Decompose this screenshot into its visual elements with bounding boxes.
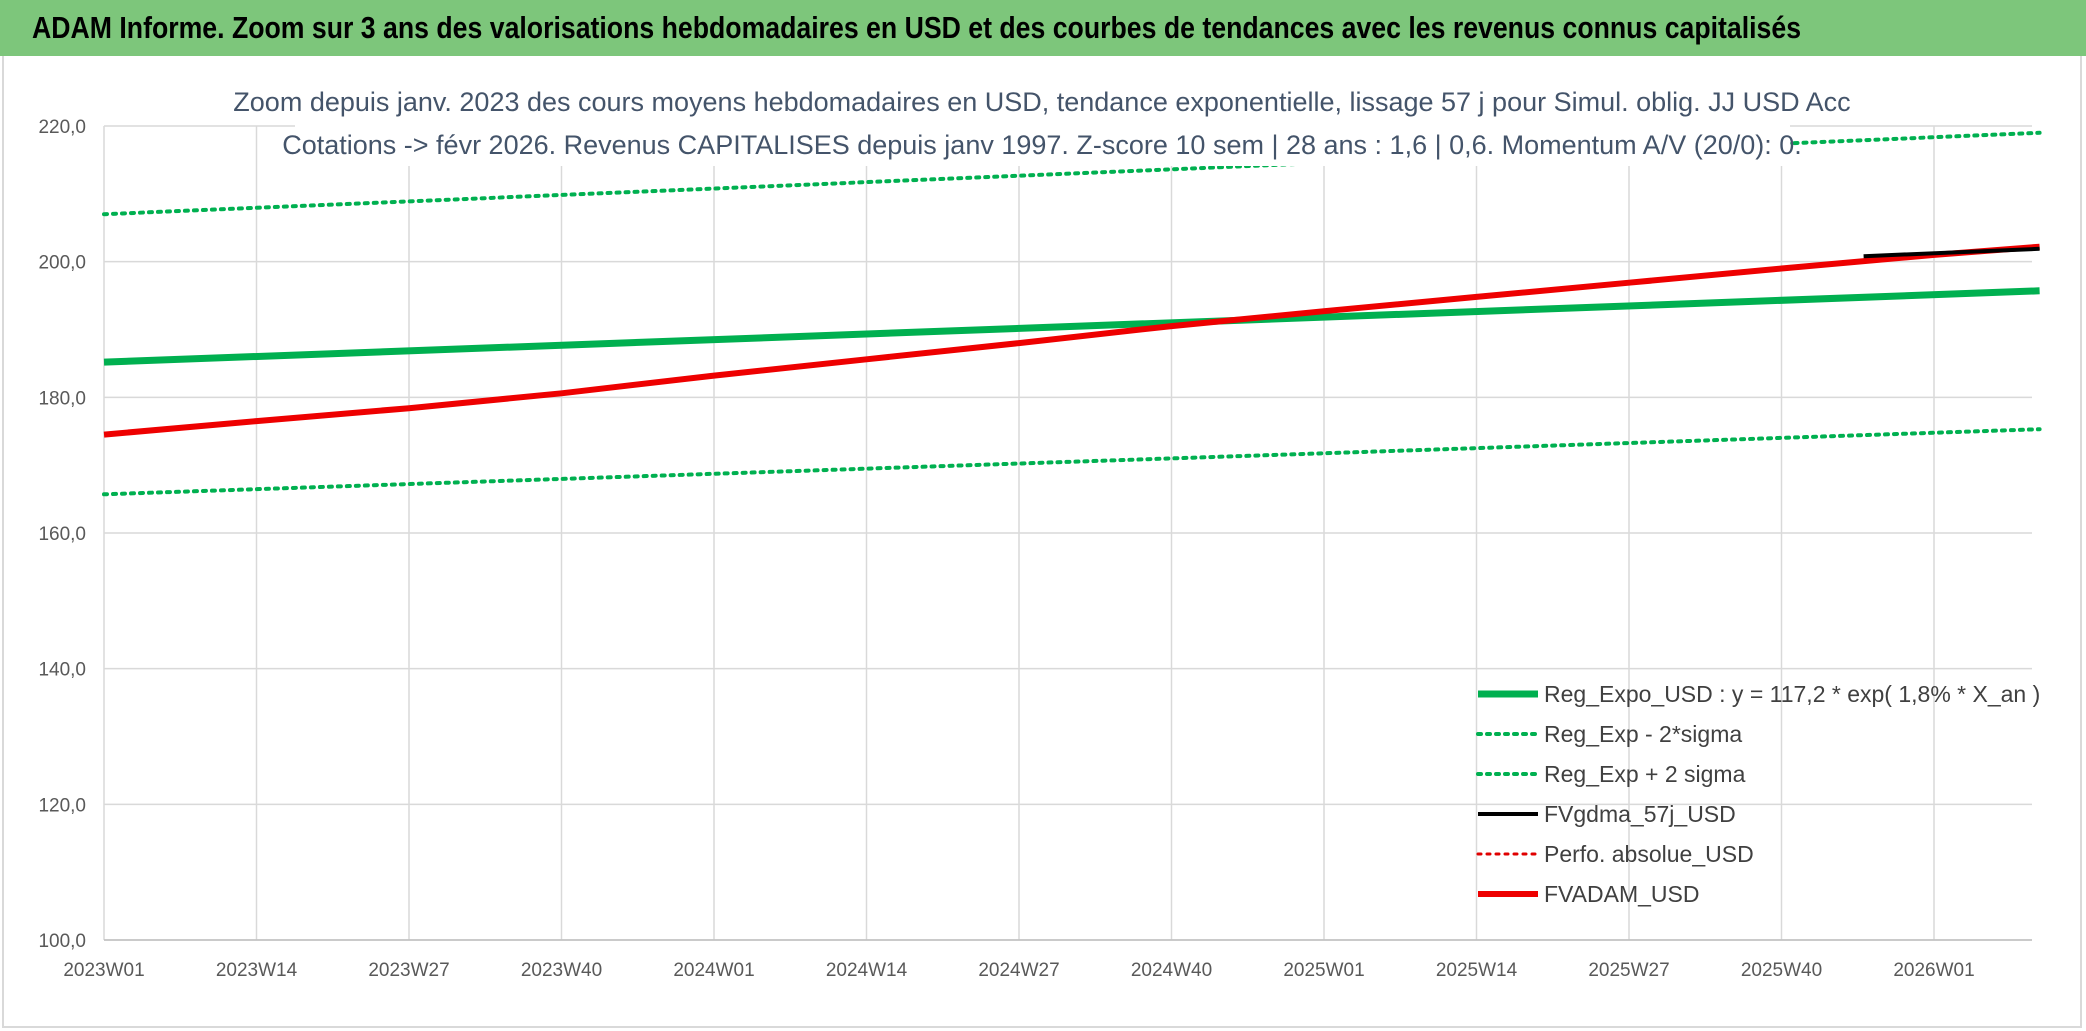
legend-label: Reg_Exp - 2*sigma bbox=[1544, 721, 1742, 747]
legend-label: Perfo. absolue_USD bbox=[1544, 841, 1754, 867]
x-tick-label: 2025W27 bbox=[1588, 960, 1669, 981]
y-tick-label: 180,0 bbox=[38, 388, 86, 409]
legend-label: FVgdma_57j_USD bbox=[1544, 801, 1736, 827]
x-tick-label: 2024W01 bbox=[673, 960, 754, 981]
chart-title-line2: Cotations -> févr 2026. Revenus CAPITALI… bbox=[282, 130, 1802, 160]
x-tick-label: 2023W40 bbox=[521, 960, 602, 981]
x-tick-label: 2023W14 bbox=[216, 960, 298, 981]
x-tick-label: 2023W01 bbox=[63, 960, 144, 981]
series-line-0 bbox=[103, 287, 2040, 366]
legend: Reg_Expo_USD : y = 117,2 * exp( 1,8% * X… bbox=[1476, 681, 2040, 907]
y-tick-label: 200,0 bbox=[38, 253, 86, 274]
report-banner: ADAM Informe. Zoom sur 3 ans des valoris… bbox=[0, 0, 2086, 56]
y-tick-label: 160,0 bbox=[38, 524, 86, 545]
x-tick-label: 2025W40 bbox=[1741, 960, 1822, 981]
series-line-3 bbox=[1863, 246, 2040, 259]
x-tick-label: 2025W14 bbox=[1436, 960, 1518, 981]
x-tick-label: 2024W27 bbox=[978, 960, 1059, 981]
y-tick-label: 140,0 bbox=[38, 660, 86, 681]
series-line-1 bbox=[102, 427, 2042, 497]
y-tick-label: 100,0 bbox=[38, 931, 86, 952]
x-tick-label: 2024W14 bbox=[826, 960, 908, 981]
legend-label: FVADAM_USD bbox=[1544, 881, 1700, 907]
title-background bbox=[295, 78, 1790, 166]
x-tick-label: 2024W40 bbox=[1131, 960, 1212, 981]
legend-label: Reg_Expo_USD : y = 117,2 * exp( 1,8% * X… bbox=[1544, 681, 2040, 707]
x-tick-label: 2023W27 bbox=[368, 960, 449, 981]
series-group bbox=[102, 130, 2042, 497]
chart-frame bbox=[2, 56, 2082, 1028]
y-tick-label: 220,0 bbox=[38, 117, 86, 138]
x-tick-label: 2026W01 bbox=[1893, 960, 1974, 981]
axes: 100,0 120,0 140,0 160,0 180,0 200,0 220,0 2023W… bbox=[38, 117, 2032, 981]
report-title: ADAM Informe. Zoom sur 3 ans des valoris… bbox=[32, 10, 1802, 45]
chart-title-block: Zoom depuis janv. 2023 des cours moyens … bbox=[233, 78, 1851, 166]
chart-title-line1: Zoom depuis janv. 2023 des cours moyens … bbox=[233, 87, 1850, 117]
x-tick-label: 2025W01 bbox=[1283, 960, 1364, 981]
legend-label: Reg_Exp + 2 sigma bbox=[1544, 761, 1746, 787]
grid bbox=[103, 125, 2032, 941]
series-line-5 bbox=[103, 243, 2040, 438]
y-tick-label: 120,0 bbox=[38, 795, 86, 816]
